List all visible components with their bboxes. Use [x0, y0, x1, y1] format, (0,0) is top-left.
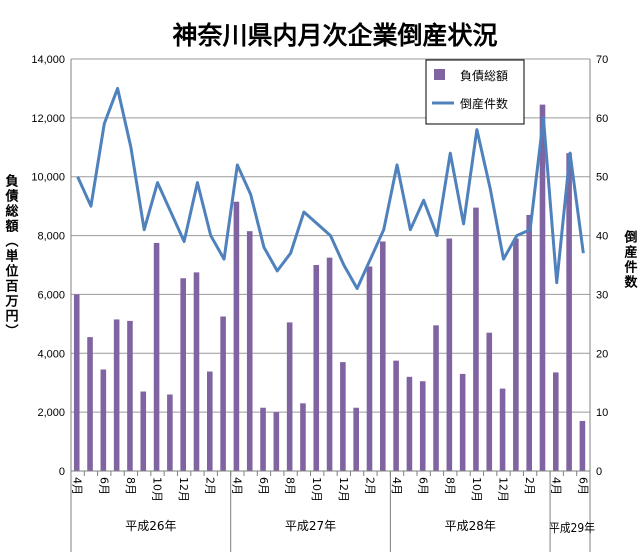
bar [167, 394, 173, 471]
bar [220, 316, 226, 471]
x-tick-label: 10月 [470, 477, 483, 502]
bar [539, 104, 546, 472]
right-tick-labels: 0 10 20 30 40 50 60 70 [596, 54, 608, 478]
year-label: 平成27年 [285, 519, 336, 533]
year-label: 平成26年 [125, 519, 176, 533]
bar [313, 265, 320, 471]
bar [566, 153, 572, 472]
right-tick-label: 10 [596, 407, 608, 419]
x-tick-label: 12月 [337, 477, 350, 502]
bar [153, 242, 160, 471]
right-tick-label: 70 [596, 54, 608, 66]
left-tick-label: 12,000 [31, 113, 65, 125]
axis-titles: 負債総額（単位百万円） 倒産件数 [3, 173, 639, 339]
left-tick-label: 4,000 [37, 348, 65, 360]
bar [553, 372, 559, 471]
bar [260, 407, 266, 471]
year-label: 平成29年 [549, 521, 595, 535]
left-axis-title: 負債総額（単位百万円） [3, 173, 20, 339]
left-tick-label: 6,000 [37, 289, 65, 301]
bar [513, 238, 519, 471]
x-tick-label: 4月 [390, 477, 403, 495]
left-tick-label: 8,000 [37, 231, 65, 243]
x-tick-label: 4月 [550, 477, 563, 495]
x-tick-label: 6月 [257, 477, 270, 495]
bar [87, 337, 93, 471]
x-tick-label: 10月 [151, 477, 164, 502]
right-tick-label: 30 [596, 289, 608, 301]
bar [473, 207, 479, 472]
left-tick-label: 14,000 [31, 54, 65, 66]
bar [353, 407, 359, 471]
bar [419, 381, 426, 471]
bar [140, 391, 147, 471]
x-tick-label: 8月 [124, 477, 137, 495]
bar [273, 412, 280, 471]
right-tick-label: 40 [596, 231, 608, 243]
right-tick-label: 20 [596, 348, 608, 360]
bar [579, 420, 586, 471]
left-tick-label: 0 [59, 466, 65, 478]
bar [193, 272, 200, 471]
bar [73, 294, 80, 471]
x-tick-label: 6月 [417, 477, 430, 495]
chart-title: 神奈川県内月次企業倒産状況 [172, 21, 497, 50]
x-tick-label: 2月 [523, 477, 536, 495]
series-line [76, 86, 585, 291]
bar [100, 369, 107, 471]
left-tick-label: 10,000 [31, 172, 65, 184]
right-tick-label: 50 [596, 172, 608, 184]
bar-series [73, 104, 586, 472]
x-tick-label: 6月 [576, 477, 589, 495]
x-tick-labels: 4月 6月 8月 10月 12月 2月 4月 6月 8月 10月 12月 2月 4月 6月 8月 10月 12月… [71, 477, 590, 502]
x-tick-label: 12月 [177, 477, 190, 502]
x-tick-label: 12月 [497, 477, 510, 502]
bar [300, 403, 306, 471]
legend-bar-label: 負債総額 [460, 68, 508, 83]
bar [406, 376, 413, 471]
year-label: 平成28年 [445, 519, 496, 533]
bar [433, 325, 439, 471]
bar [446, 238, 453, 471]
bar [286, 322, 293, 471]
right-tick-label: 0 [596, 466, 602, 478]
bar [180, 278, 186, 471]
bar [326, 257, 333, 471]
x-tick-label: 8月 [443, 477, 456, 495]
left-tick-labels: 0 2,000 4,000 6,000 8,000 10,000 12,000 14,000 [31, 54, 65, 478]
x-tick-label: 4月 [230, 477, 243, 495]
bar [233, 201, 240, 472]
year-group-labels: 平成26年 平成27年 平成28年 平成29年 [125, 519, 595, 535]
legend: 負債総額 倒産件数 [425, 59, 525, 125]
legend-bar-swatch [434, 69, 445, 80]
bar [340, 362, 346, 471]
bar [380, 241, 386, 471]
x-tick-label: 6月 [97, 477, 110, 495]
bar [526, 214, 532, 471]
bar [459, 373, 466, 471]
x-tick-label: 2月 [204, 477, 217, 495]
bar [207, 371, 213, 471]
bar [499, 388, 506, 471]
bar [127, 320, 133, 471]
axes [70, 59, 591, 552]
bar [113, 319, 120, 471]
legend-line-label: 倒産件数 [460, 96, 508, 111]
x-tick-label: 8月 [284, 477, 297, 495]
left-tick-label: 2,000 [37, 407, 65, 419]
line-series [76, 86, 585, 291]
x-tick-label: 2月 [363, 477, 376, 495]
right-tick-label: 60 [596, 113, 608, 125]
bar [366, 266, 373, 471]
right-axis-title: 倒産件数 [622, 229, 639, 290]
bar [246, 231, 253, 471]
x-tick-label: 10月 [310, 477, 323, 502]
x-tick-label: 4月 [71, 477, 84, 495]
bar [486, 332, 493, 471]
bar [393, 360, 399, 471]
